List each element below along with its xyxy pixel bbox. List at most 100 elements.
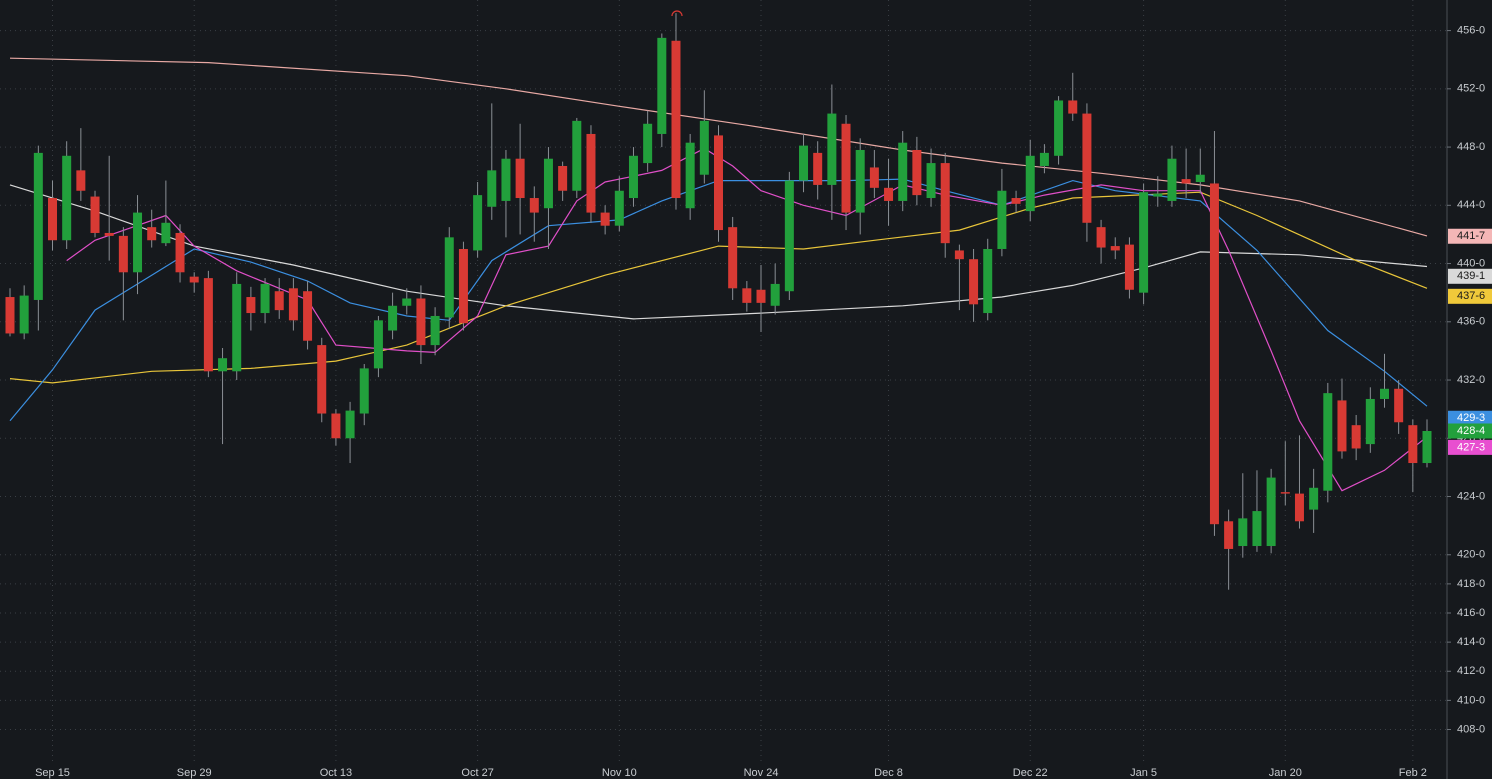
candle-body <box>884 187 894 201</box>
price-tag-label: 429-3 <box>1457 412 1485 424</box>
candle-body <box>373 320 383 369</box>
candle-body <box>1337 400 1347 452</box>
x-tick-label: Feb 2 <box>1399 767 1427 779</box>
y-tick-label: 448-0 <box>1457 141 1485 153</box>
price-tag-label: 439-1 <box>1457 270 1485 282</box>
x-tick-label: Oct 27 <box>461 767 493 779</box>
x-axis: Sep 15 Sep 29 Oct 13 Oct 27 Nov 10 Nov 24 Dec … <box>35 767 1427 779</box>
candle-body <box>954 250 964 260</box>
y-tick-label: 412-0 <box>1457 665 1485 677</box>
candle-body <box>203 278 213 372</box>
candle-body <box>572 120 582 191</box>
candle-body <box>1096 227 1106 248</box>
candle-body <box>1294 493 1304 522</box>
price-tag-label: 427-3 <box>1457 441 1485 453</box>
candle-body <box>1054 100 1064 156</box>
candle-body <box>76 170 86 191</box>
candle-body <box>714 135 723 231</box>
candle-body <box>1068 100 1078 114</box>
price-tags: 441-7 439-1 437-6 429-3 427-3 428-4 <box>1448 228 1492 455</box>
candles <box>5 13 1432 590</box>
candle-body <box>558 165 568 191</box>
x-tick-label: Dec 8 <box>874 767 903 779</box>
candle-body <box>19 295 29 334</box>
candle-body <box>898 142 908 201</box>
candle-body <box>543 158 553 209</box>
candle-body <box>274 291 284 311</box>
ma-line <box>66 147 1428 492</box>
candle-body <box>175 232 185 273</box>
price-tag <box>1448 228 1492 244</box>
candle-body <box>402 298 412 306</box>
candle-body <box>1238 518 1248 547</box>
candle-body <box>1266 477 1276 547</box>
candle-body <box>1011 198 1021 204</box>
x-tick-label: Oct 13 <box>320 767 352 779</box>
candle-body <box>855 149 865 213</box>
candle-body <box>1252 511 1262 547</box>
y-tick-label: 424-0 <box>1457 490 1485 502</box>
price-tag <box>1448 439 1492 455</box>
candle-body <box>331 413 341 439</box>
candle-body <box>1139 192 1149 293</box>
candle-body <box>969 259 979 305</box>
candle-body <box>1422 430 1432 464</box>
candle-body <box>515 158 525 199</box>
candle-body <box>728 227 738 289</box>
candle-body <box>260 283 270 314</box>
candle-body <box>1195 174 1205 183</box>
y-tick-label: 418-0 <box>1457 578 1485 590</box>
candle-body <box>1408 425 1418 464</box>
candle-body <box>1394 388 1404 423</box>
price-tag-label: 441-7 <box>1457 230 1485 242</box>
y-tick-label: 456-0 <box>1457 24 1485 36</box>
candle-body <box>1309 487 1319 510</box>
candle-body <box>189 276 199 283</box>
candle-body <box>657 37 667 134</box>
candle-body <box>1351 425 1361 449</box>
candle-body <box>388 305 398 331</box>
candle-body <box>473 195 483 251</box>
y-tick-label: 410-0 <box>1457 694 1485 706</box>
candle-body <box>685 142 695 209</box>
y-tick-label: 416-0 <box>1457 607 1485 619</box>
candle-body <box>1167 158 1177 201</box>
candle-body <box>1124 244 1134 290</box>
y-tick-label: 408-0 <box>1457 723 1485 735</box>
candle-body <box>529 198 539 213</box>
candle-body <box>458 248 468 324</box>
candle-body <box>983 248 993 314</box>
candle-body <box>345 410 355 439</box>
candle-body <box>5 297 15 334</box>
candle-body <box>1280 492 1290 494</box>
candle-body <box>1082 113 1092 223</box>
candle-body <box>926 163 936 199</box>
candle-body <box>246 297 256 314</box>
candle-body <box>1025 155 1035 212</box>
y-tick-label: 444-0 <box>1457 199 1485 211</box>
candle-body <box>118 235 128 273</box>
candle-body <box>600 212 610 226</box>
price-tag <box>1448 423 1492 439</box>
candle-body <box>430 315 440 346</box>
candle-body <box>161 222 171 244</box>
y-tick-label: 440-0 <box>1457 257 1485 269</box>
candle-body <box>90 196 100 233</box>
candle-body <box>586 133 596 213</box>
candle-body <box>827 113 837 185</box>
candle-body <box>303 291 313 341</box>
candle-body <box>940 163 950 244</box>
candle-body <box>147 227 157 241</box>
candle-body <box>643 123 653 164</box>
candle-body <box>104 232 114 236</box>
price-tag <box>1448 268 1492 284</box>
candle-body <box>756 289 766 303</box>
candle-body <box>869 167 879 188</box>
y-tick-label: 420-0 <box>1457 549 1485 561</box>
candle-body <box>133 212 143 273</box>
candle-body <box>1153 193 1163 197</box>
candle-body <box>628 155 638 199</box>
candle-body <box>288 288 298 321</box>
